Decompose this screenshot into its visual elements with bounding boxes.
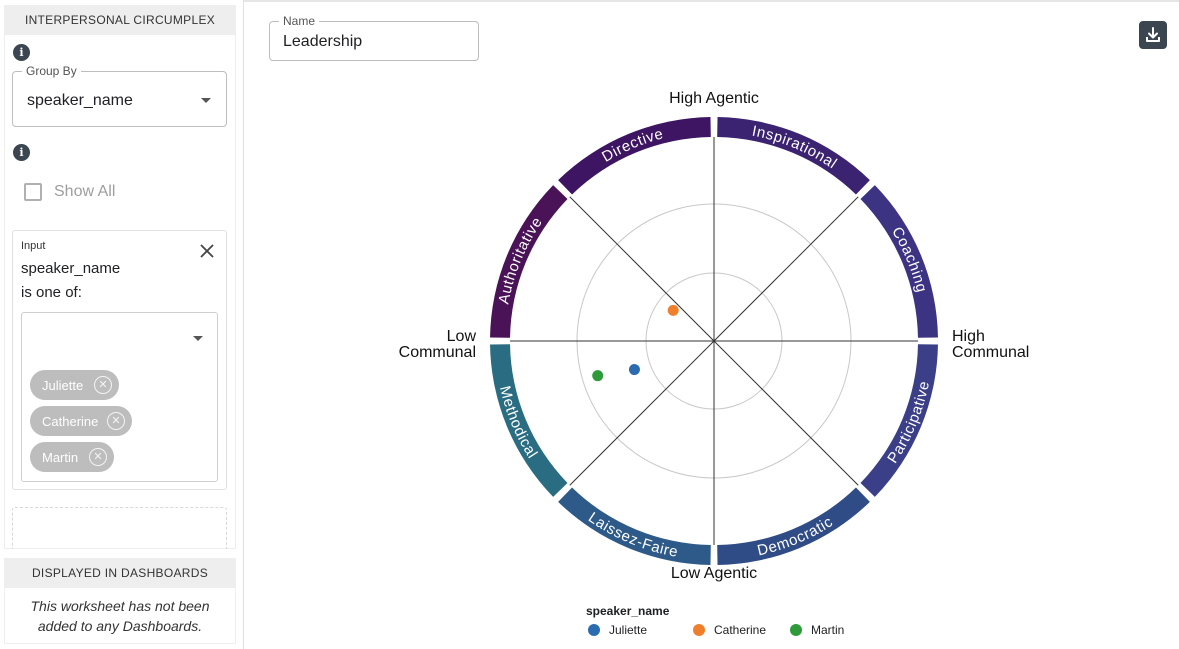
legend-dot — [588, 624, 600, 636]
legend-label: Catherine — [714, 623, 767, 637]
circumplex-panel — [4, 35, 236, 549]
segment-democratic — [717, 487, 870, 565]
point-juliette — [628, 364, 640, 376]
legend-dot — [790, 624, 802, 636]
axis-label-left: Low — [447, 328, 477, 345]
axis-label-left: Communal — [399, 344, 476, 361]
point-catherine — [667, 304, 679, 316]
chip-juliette[interactable]: Juliette ✕ — [30, 370, 119, 400]
segment-participative — [860, 344, 938, 497]
legend-label: Juliette — [609, 623, 648, 637]
download-icon — [1146, 27, 1160, 42]
circumplex-panel-header: INTERPERSONAL CIRCUMPLEX — [4, 5, 236, 35]
chip-label: Catherine — [42, 413, 99, 429]
segment-label: Participative — [884, 379, 933, 466]
filter-operator: is one of: — [21, 284, 82, 301]
circumplex-chart: InspirationalCoachingParticipativeDemocr… — [399, 90, 1030, 582]
show-all-label: Show All — [54, 183, 116, 200]
filter-card: Input speaker_name is one of: Juliette ✕… — [12, 230, 227, 490]
filter-field: speaker_name — [21, 260, 121, 277]
group-by-label: Group By — [22, 64, 81, 78]
info-icon[interactable]: i — [13, 44, 30, 61]
segment-label: Laissez-Faire — [585, 509, 680, 561]
dashboards-panel-header: DISPLAYED IN DASHBOARDS — [4, 558, 236, 588]
remove-chip-icon[interactable]: ✕ — [94, 376, 112, 394]
segment-authoritative — [490, 185, 568, 338]
dashboards-panel: This worksheet has not been added to any… — [4, 588, 236, 644]
legend-title: speaker_name — [586, 604, 670, 618]
chip-martin[interactable]: Martin ✕ — [30, 442, 114, 472]
filter-values-select[interactable]: Juliette ✕ Catherine ✕ Martin ✕ — [21, 312, 218, 482]
chip-catherine[interactable]: Catherine ✕ — [30, 406, 132, 436]
sidebar: INTERPERSONAL CIRCUMPLEX i Group By spea… — [0, 0, 244, 649]
axis-line — [569, 196, 715, 342]
show-all-checkbox[interactable] — [24, 183, 42, 201]
segment-label: Authoritative — [495, 214, 546, 306]
chevron-down-icon — [201, 98, 211, 103]
axis-line — [713, 196, 859, 342]
chevron-down-icon — [193, 336, 203, 341]
legend-item-catherine[interactable]: Catherine — [693, 623, 766, 637]
chip-label: Juliette — [42, 377, 84, 393]
remove-chip-icon[interactable]: ✕ — [107, 412, 125, 430]
close-icon[interactable] — [199, 243, 215, 259]
name-field-label: Name — [279, 14, 320, 28]
axis-label-right: Communal — [952, 344, 1029, 361]
legend-dot — [693, 624, 705, 636]
remove-chip-icon[interactable]: ✕ — [89, 448, 107, 466]
dashboards-message: This worksheet has not been added to any… — [30, 597, 210, 634]
point-martin — [592, 370, 604, 382]
axis-label-top: High Agentic — [669, 90, 759, 107]
axis-label-right: High — [952, 328, 985, 345]
axis-label-bottom: Low Agentic — [671, 565, 757, 582]
group-by-value: speaker_name — [27, 92, 133, 109]
info-icon[interactable]: i — [13, 144, 30, 161]
axis-line — [713, 340, 859, 486]
segment-label: Democratic — [756, 513, 836, 559]
filter-title: Input — [21, 240, 46, 252]
segment-coaching — [860, 185, 938, 338]
name-field[interactable]: Name Leadership — [269, 14, 479, 61]
top-divider — [0, 0, 1179, 2]
segment-inspirational — [717, 117, 870, 195]
group-by-select[interactable]: Group By speaker_name — [12, 64, 227, 127]
legend-label: Martin — [811, 623, 845, 637]
name-field-value: Leadership — [283, 33, 363, 50]
chip-label: Martin — [42, 449, 79, 465]
legend-item-juliette[interactable]: Juliette — [588, 623, 647, 637]
legend-item-martin[interactable]: Martin — [790, 623, 844, 637]
axis-line — [569, 340, 715, 486]
drop-zone[interactable] — [12, 507, 227, 549]
download-button[interactable] — [1139, 21, 1167, 49]
segment-laissez-faire — [558, 487, 711, 565]
segment-directive — [558, 117, 711, 195]
segment-methodical — [490, 344, 568, 497]
